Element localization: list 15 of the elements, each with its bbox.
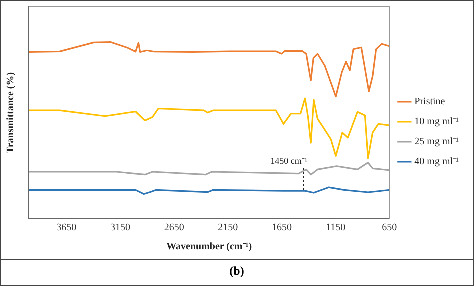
legend-label: 10 mg ml⁻¹: [414, 116, 460, 128]
legend-label: 25 mg ml⁻¹: [414, 136, 460, 148]
x-tick-label: 650: [382, 222, 398, 234]
x-tick-label: 3150: [110, 222, 131, 234]
annotation: 1450 cm⁻¹: [270, 156, 308, 166]
y-axis-title: Transmittance (%): [6, 72, 17, 154]
x-tick-label: 3650: [56, 222, 77, 234]
x-axis-title: Wavenumber (cm⁻¹): [166, 242, 252, 253]
x-tick-label: 1150: [326, 222, 346, 234]
x-tick-label: 2650: [164, 222, 184, 234]
x-tick-label: 2150: [218, 222, 238, 234]
x-tick-label: 1650: [272, 222, 292, 234]
text: (b): [1, 259, 473, 279]
legend-label: 40 mg ml⁻¹: [414, 156, 460, 168]
legend-label: Pristine: [414, 96, 446, 108]
